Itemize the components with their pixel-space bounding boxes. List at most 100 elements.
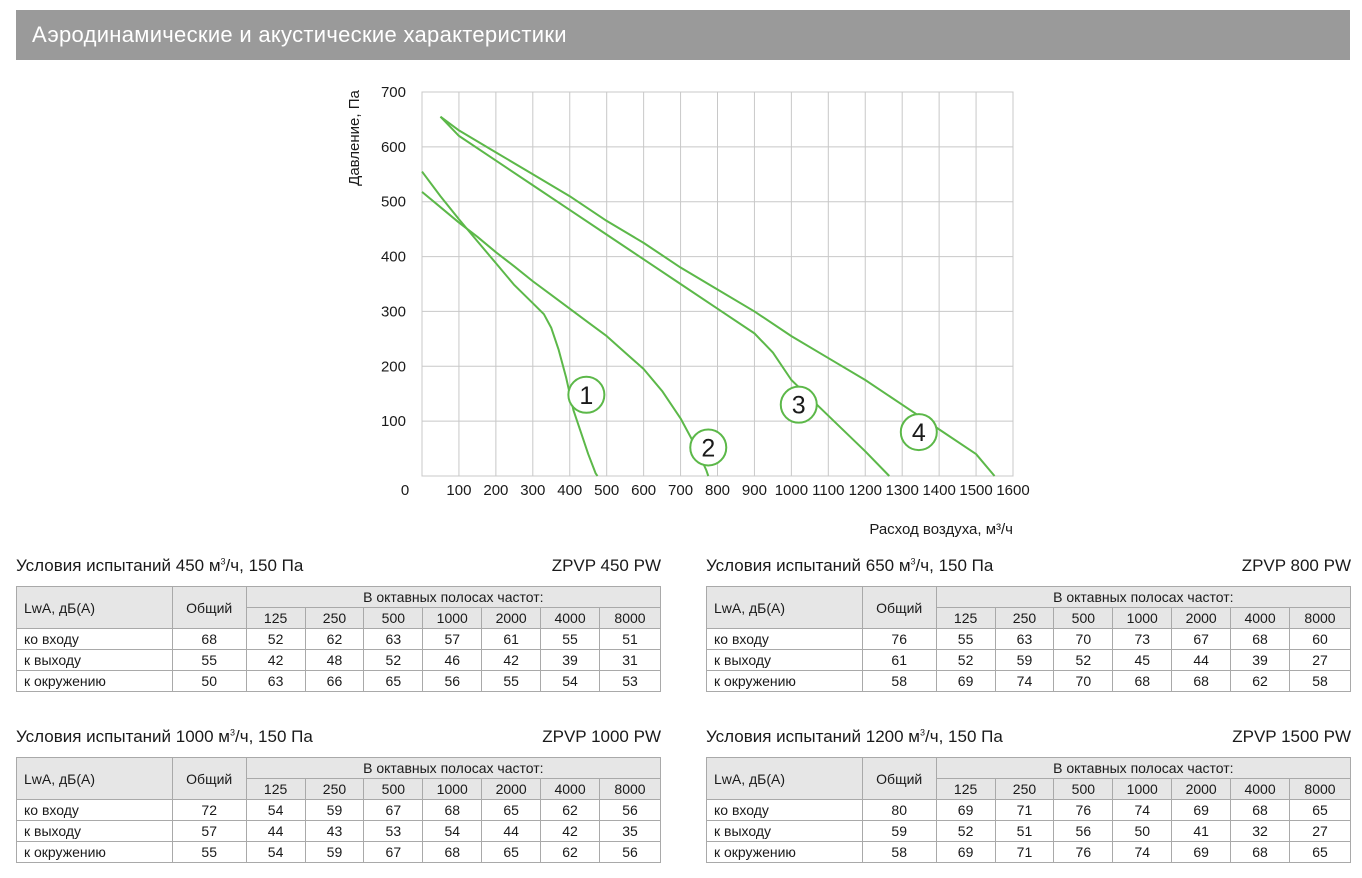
table-cell: 52 [363, 649, 424, 671]
y-tick-label: 100 [381, 413, 406, 430]
model-name: ZPVP 800 PW [1241, 556, 1351, 575]
column-header-total: Общий [861, 586, 937, 629]
row-label: к выходу [16, 820, 173, 842]
table-cell: 68 [1230, 799, 1290, 821]
acoustic-table: LwA, дБ(A) Общий В октавных полосах частот… [16, 586, 662, 692]
table-cell: 67 [363, 799, 424, 821]
table-cell: 48 [304, 649, 365, 671]
acoustic-table: LwA, дБ(A) Общий В октавных полосах частот… [706, 586, 1352, 692]
table-cell: 52 [935, 820, 996, 842]
table-cell: 39 [540, 649, 600, 671]
frequency-header: 4000 [540, 778, 600, 800]
pressure-flow-chart: 0 100 200 300 400 500 600 700 800 900 1000 1100 1200… [346, 84, 1030, 538]
table-cell: 76 [1053, 841, 1114, 863]
table-header-row: LwA, дБ(A) Общий В октавных полосах частот… [16, 586, 662, 629]
row-label: к окружению [16, 670, 173, 692]
table-cell: 65 [1289, 841, 1351, 863]
row-total: 59 [861, 820, 937, 842]
table-cell: 76 [1053, 799, 1114, 821]
test-conditions: Условия испытаний 1000 м3/ч, 150 Па [16, 727, 313, 746]
table-cell: 68 [1230, 841, 1290, 863]
table-cell: 58 [1289, 670, 1351, 692]
table-cell: 74 [1112, 799, 1173, 821]
x-tick-label: 1100 [812, 482, 844, 499]
frequency-header: 2000 [481, 778, 542, 800]
x-tick-label: 300 [520, 482, 545, 499]
table-frequency-row: 125 250 500 1000 2000 4000 8000 [17, 607, 661, 629]
table-row: к окружению 55 54 59 67 68 65 62 56 [16, 841, 661, 863]
row-label: к выходу [16, 649, 173, 671]
row-total: 55 [171, 841, 247, 863]
table-cell: 69 [1171, 841, 1232, 863]
x-tick-label: 1200 [849, 482, 882, 499]
table-cell: 44 [1171, 649, 1232, 671]
x-tick-label: 400 [557, 482, 582, 499]
table-cell: 65 [1289, 799, 1351, 821]
table-cell: 71 [994, 799, 1055, 821]
table-cell: 59 [994, 649, 1055, 671]
x-tick-label: 1500 [959, 482, 992, 499]
frequency-header: 500 [363, 607, 424, 629]
table-cell: 55 [540, 628, 600, 650]
table-header-row: LwA, дБ(A) Общий В октавных полосах частот… [706, 757, 1352, 800]
table-row: к окружению 58 69 74 70 68 68 62 58 [706, 670, 1351, 692]
table-cell: 27 [1289, 649, 1351, 671]
curve-label-1: 1 [579, 382, 593, 410]
frequency-header: 8000 [599, 607, 661, 629]
table-cell: 27 [1289, 820, 1351, 842]
row-label: к окружению [706, 670, 863, 692]
curve-marker-2 [689, 428, 728, 467]
table-cell: 56 [1053, 820, 1114, 842]
x-tick-label: 700 [668, 482, 693, 499]
table-cell: 62 [540, 799, 600, 821]
table-cell: 65 [363, 670, 424, 692]
frequency-header: 2000 [1171, 778, 1232, 800]
table-cell: 70 [1053, 628, 1114, 650]
row-total: 55 [171, 649, 247, 671]
table-cell: 57 [422, 628, 483, 650]
acoustic-table: LwA, дБ(A) Общий В октавных полосах частот… [16, 757, 662, 863]
table-cell: 53 [363, 820, 424, 842]
test-block-header: Условия испытаний 650 м3/ч, 150 Па ZPVP 8… [706, 556, 1351, 580]
row-total: 76 [861, 628, 937, 650]
frequency-header: 1000 [1112, 778, 1173, 800]
y-tick-label: 600 [381, 139, 406, 156]
table-cell: 66 [304, 670, 365, 692]
frequency-header: 1000 [422, 778, 483, 800]
test-conditions: Условия испытаний 650 м3/ч, 150 Па [706, 556, 994, 575]
table-row: к выходу 59 52 51 56 50 41 32 27 [706, 820, 1351, 842]
table-cell: 61 [481, 628, 542, 650]
table-row: ко входу 80 69 71 76 74 69 68 65 [706, 799, 1351, 821]
row-label: ко входу [706, 628, 863, 650]
row-label: к окружению [16, 841, 173, 863]
column-header-total: Общий [861, 757, 937, 800]
x-tick-label: 800 [705, 482, 730, 499]
model-name: ZPVP 1500 PW [1232, 727, 1351, 746]
table-cell: 51 [994, 820, 1055, 842]
test-block-header: Условия испытаний 450 м3/ч, 150 Па ZPVP 4… [16, 556, 661, 580]
acoustic-table: LwA, дБ(A) Общий В октавных полосах частот… [706, 757, 1352, 863]
row-total: 80 [861, 799, 937, 821]
row-label: к выходу [706, 649, 863, 671]
frequency-header: 1000 [422, 607, 483, 629]
test-block: Условия испытаний 450 м3/ч, 150 Па ZPVP 4… [16, 556, 662, 692]
column-header-lwa: LwA, дБ(A) [706, 757, 863, 800]
table-cell: 53 [599, 670, 661, 692]
test-block: Условия испытаний 650 м3/ч, 150 Па ZPVP 8… [706, 556, 1352, 692]
table-cell: 62 [1230, 670, 1290, 692]
series-line-2 [421, 191, 710, 477]
row-total: 58 [861, 841, 937, 863]
y-tick-label: 400 [381, 249, 406, 266]
curve-label-4: 4 [912, 419, 926, 447]
table-cell: 68 [1112, 670, 1173, 692]
table-cell: 68 [1230, 628, 1290, 650]
curve-marker-3 [779, 385, 818, 424]
row-total: 50 [171, 670, 247, 692]
row-label: к выходу [706, 820, 863, 842]
table-cell: 69 [1171, 799, 1232, 821]
table-frequency-row: 125 250 500 1000 2000 4000 8000 [17, 778, 661, 800]
table-cell: 56 [599, 841, 661, 863]
frequency-header: 500 [1053, 778, 1114, 800]
series-line-4 [439, 115, 996, 477]
row-total: 61 [861, 649, 937, 671]
